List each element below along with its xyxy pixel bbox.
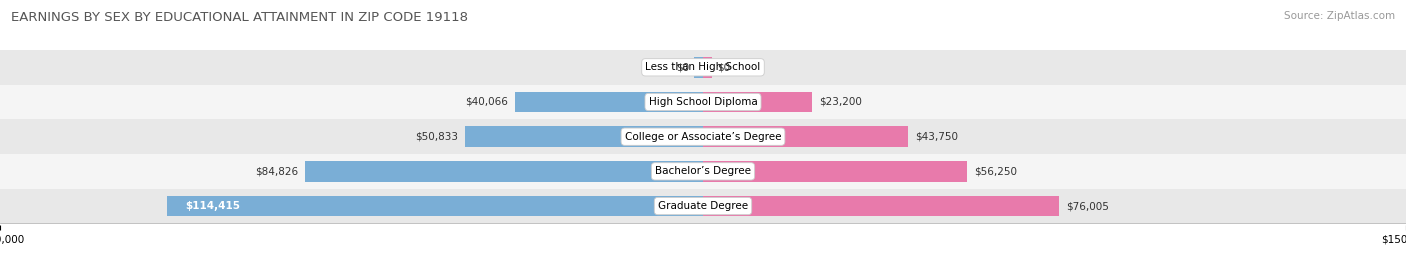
Bar: [703, 57, 713, 78]
Text: EARNINGS BY SEX BY EDUCATIONAL ATTAINMENT IN ZIP CODE 19118: EARNINGS BY SEX BY EDUCATIONAL ATTAINMEN…: [11, 11, 468, 24]
Bar: [167, 196, 703, 217]
Text: $56,250: $56,250: [973, 166, 1017, 176]
Text: $43,750: $43,750: [915, 132, 957, 142]
Text: $50,833: $50,833: [415, 132, 458, 142]
Bar: [0, 119, 1406, 154]
Text: $0: $0: [676, 62, 689, 72]
Text: Less than High School: Less than High School: [645, 62, 761, 72]
Bar: [0, 189, 1406, 224]
Bar: [305, 161, 703, 182]
Text: $0: $0: [717, 62, 730, 72]
Bar: [515, 92, 703, 112]
Bar: [0, 85, 1406, 119]
Text: College or Associate’s Degree: College or Associate’s Degree: [624, 132, 782, 142]
Text: $114,415: $114,415: [186, 201, 240, 211]
Bar: [703, 161, 967, 182]
Text: High School Diploma: High School Diploma: [648, 97, 758, 107]
Bar: [703, 196, 1059, 217]
Text: $23,200: $23,200: [818, 97, 862, 107]
Bar: [0, 154, 1406, 189]
Bar: [0, 50, 1406, 85]
Text: Bachelor’s Degree: Bachelor’s Degree: [655, 166, 751, 176]
Bar: [465, 126, 703, 147]
Text: $84,826: $84,826: [256, 166, 298, 176]
Text: $76,005: $76,005: [1066, 201, 1109, 211]
Text: Graduate Degree: Graduate Degree: [658, 201, 748, 211]
Bar: [703, 126, 908, 147]
Text: $40,066: $40,066: [465, 97, 508, 107]
Bar: [693, 57, 703, 78]
Bar: [703, 92, 811, 112]
Text: Source: ZipAtlas.com: Source: ZipAtlas.com: [1284, 11, 1395, 21]
